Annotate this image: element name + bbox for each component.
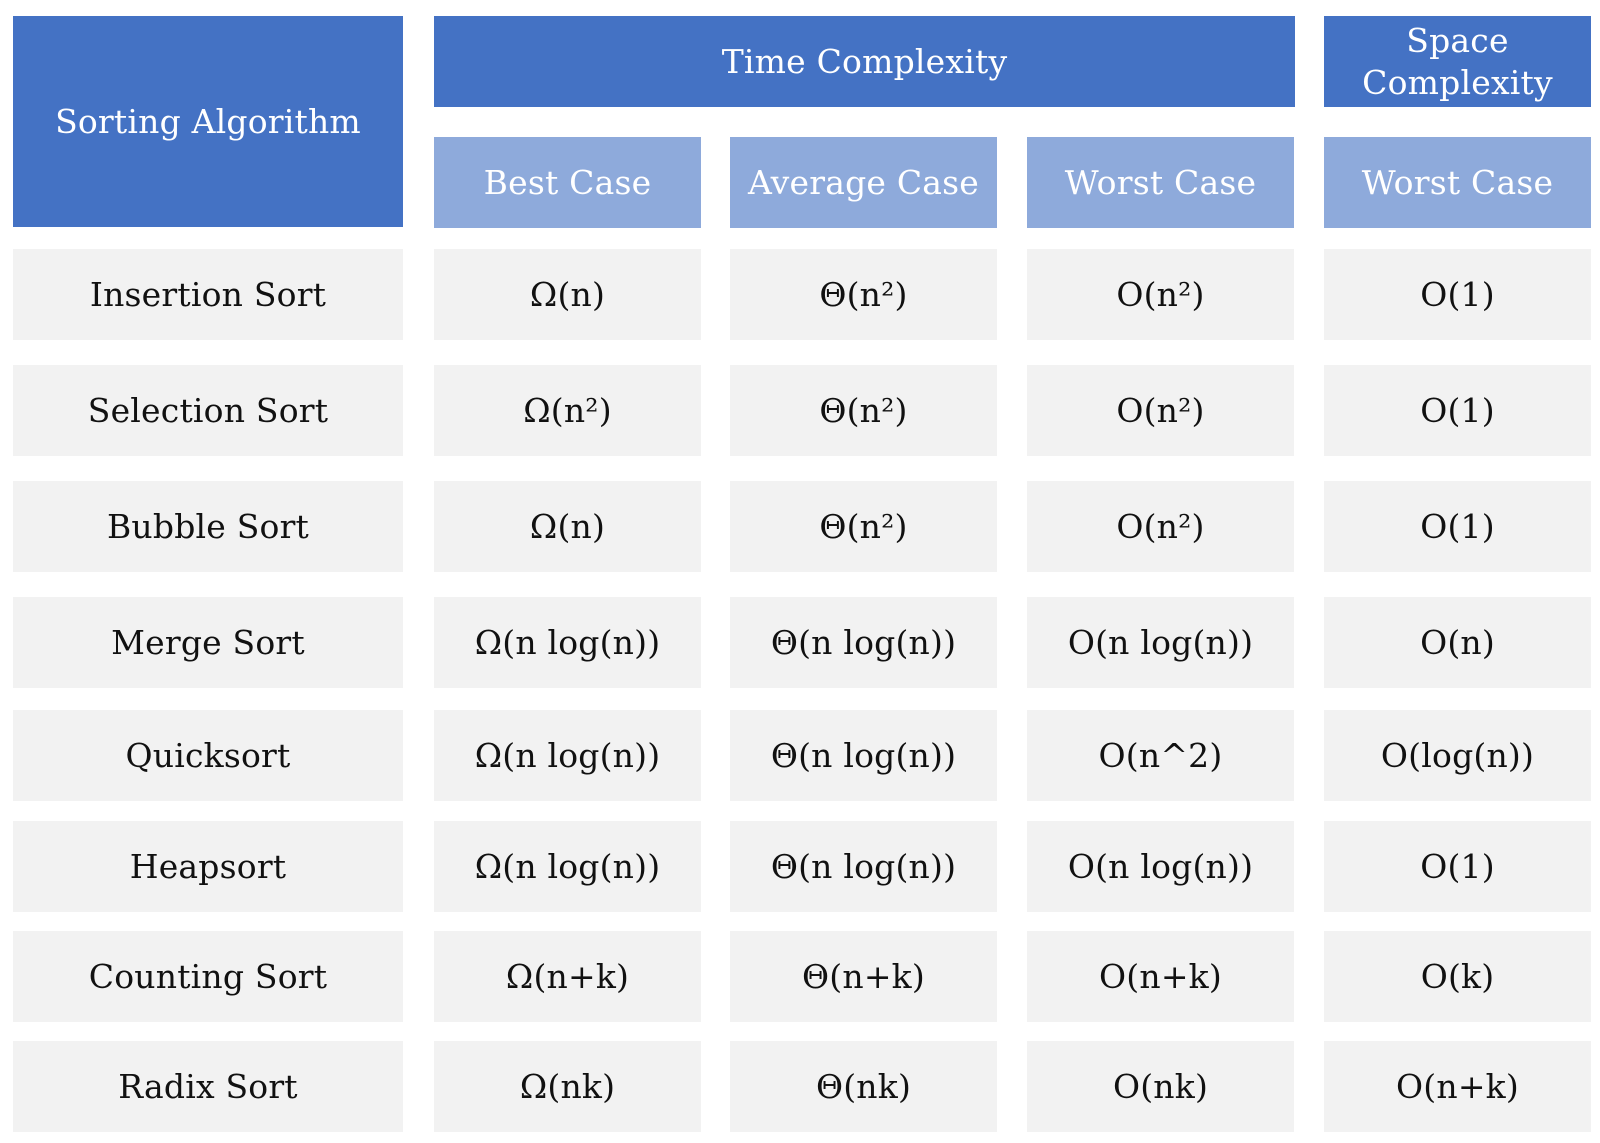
average-case-cell: Θ(n log(n)) — [730, 821, 997, 912]
header-worst-case-space: Worst Case — [1324, 137, 1591, 228]
worst-case-space-cell: O(log(n)) — [1324, 710, 1591, 801]
worst-case-time-cell: O(nk) — [1027, 1041, 1294, 1132]
worst-case-time-cell: O(n²) — [1027, 249, 1294, 340]
average-case-cell: Θ(n²) — [730, 481, 997, 572]
best-case-cell: Ω(n log(n)) — [434, 597, 701, 688]
algorithm-name-cell: Selection Sort — [13, 365, 403, 456]
header-best-case: Best Case — [434, 137, 701, 228]
average-case-cell: Θ(nk) — [730, 1041, 997, 1132]
worst-case-space-cell: O(1) — [1324, 481, 1591, 572]
best-case-cell: Ω(n log(n)) — [434, 821, 701, 912]
average-case-cell: Θ(n+k) — [730, 931, 997, 1022]
worst-case-space-cell: O(n) — [1324, 597, 1591, 688]
best-case-cell: Ω(n log(n)) — [434, 710, 701, 801]
algorithm-name-cell: Counting Sort — [13, 931, 403, 1022]
average-case-cell: Θ(n²) — [730, 365, 997, 456]
best-case-cell: Ω(n+k) — [434, 931, 701, 1022]
best-case-cell: Ω(n) — [434, 481, 701, 572]
worst-case-space-cell: O(1) — [1324, 249, 1591, 340]
average-case-cell: Θ(n log(n)) — [730, 597, 997, 688]
worst-case-space-cell: O(n+k) — [1324, 1041, 1591, 1132]
worst-case-time-cell: O(n²) — [1027, 481, 1294, 572]
worst-case-space-cell: O(k) — [1324, 931, 1591, 1022]
header-sorting-algorithm: Sorting Algorithm — [13, 16, 403, 227]
algorithm-name-cell: Quicksort — [13, 710, 403, 801]
best-case-cell: Ω(n²) — [434, 365, 701, 456]
header-worst-case-time: Worst Case — [1027, 137, 1294, 228]
header-time-complexity: Time Complexity — [434, 16, 1295, 107]
algorithm-name-cell: Insertion Sort — [13, 249, 403, 340]
worst-case-time-cell: O(n log(n)) — [1027, 821, 1294, 912]
algorithm-name-cell: Merge Sort — [13, 597, 403, 688]
worst-case-time-cell: O(n log(n)) — [1027, 597, 1294, 688]
algorithm-name-cell: Bubble Sort — [13, 481, 403, 572]
algorithm-name-cell: Heapsort — [13, 821, 403, 912]
algorithm-name-cell: Radix Sort — [13, 1041, 403, 1132]
worst-case-time-cell: O(n+k) — [1027, 931, 1294, 1022]
header-space-complexity: Space Complexity — [1324, 16, 1591, 107]
best-case-cell: Ω(n) — [434, 249, 701, 340]
average-case-cell: Θ(n log(n)) — [730, 710, 997, 801]
worst-case-time-cell: O(n^2) — [1027, 710, 1294, 801]
worst-case-space-cell: O(1) — [1324, 821, 1591, 912]
average-case-cell: Θ(n²) — [730, 249, 997, 340]
worst-case-space-cell: O(1) — [1324, 365, 1591, 456]
header-average-case: Average Case — [730, 137, 997, 228]
best-case-cell: Ω(nk) — [434, 1041, 701, 1132]
worst-case-time-cell: O(n²) — [1027, 365, 1294, 456]
